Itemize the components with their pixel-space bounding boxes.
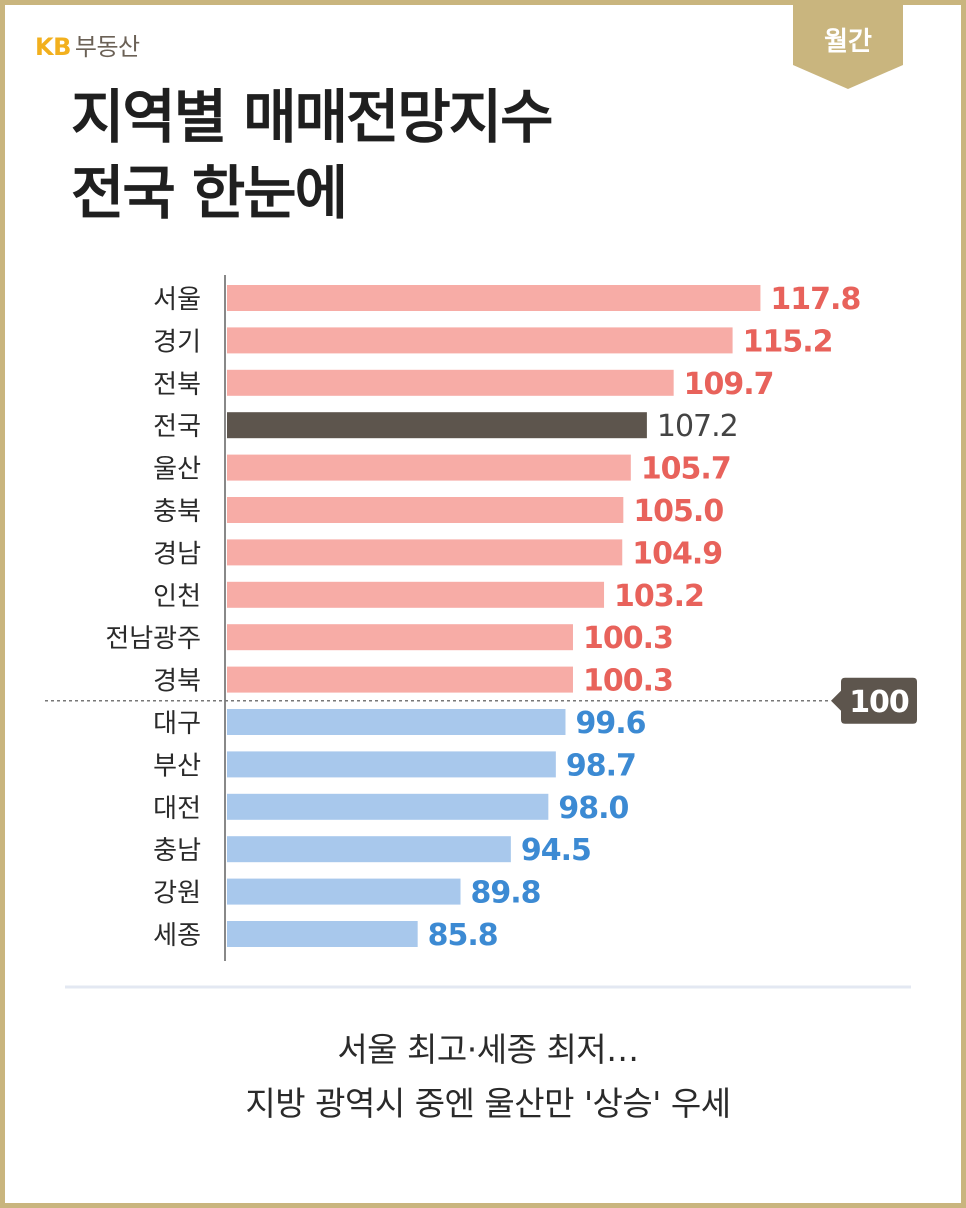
category-label-1: 서울: [153, 285, 201, 315]
value-label-11: 99.6: [575, 706, 645, 741]
bar-6: [227, 497, 624, 523]
category-label-2: 경기: [153, 327, 201, 357]
category-label-10: 경북: [153, 667, 201, 697]
page-title: 지역별 매매전망지수 전국 한눈에: [71, 79, 553, 231]
reference-label: 100: [849, 685, 909, 720]
bar-12: [227, 751, 556, 778]
logo-label: 부동산: [74, 33, 140, 61]
value-label-9: 100.3: [583, 621, 673, 656]
value-label-4: 107.2: [657, 409, 738, 444]
bar-3: [227, 369, 674, 396]
value-label-8: 103.2: [614, 579, 704, 614]
category-label-12: 부산: [153, 751, 201, 781]
category-label-6: 충북: [153, 497, 201, 527]
value-label-16: 85.8: [428, 918, 498, 953]
value-label-1: 117.8: [770, 282, 860, 317]
badge-label: 월간: [824, 27, 872, 57]
kb-real-estate-logo: KB 부동산: [35, 27, 140, 62]
bar-5: [227, 454, 631, 481]
bar-15: [227, 878, 461, 905]
value-label-5: 105.7: [641, 452, 731, 487]
reference-badge: [831, 677, 917, 724]
bar-16: [227, 921, 418, 947]
bar-11: [227, 709, 566, 735]
bar-14: [227, 836, 511, 863]
caption-line-2: 지방 광역시 중엔 울산만 '상승' 우세: [245, 1084, 731, 1123]
logo-kb: KB: [35, 33, 71, 61]
badge-shape: [793, 5, 903, 89]
category-label-13: 대전: [153, 794, 201, 824]
monthly-badge: 월간: [793, 5, 903, 91]
category-label-15: 강원: [153, 879, 201, 909]
category-label-8: 인천: [153, 582, 201, 612]
value-label-10: 100.3: [583, 664, 673, 699]
category-label-16: 세종: [153, 921, 201, 951]
category-label-9: 전남광주: [105, 624, 201, 654]
bar-8: [227, 581, 605, 608]
bar-2: [227, 327, 733, 354]
category-label-11: 대구: [153, 709, 201, 739]
category-label-14: 충남: [153, 836, 201, 866]
category-label-7: 경남: [153, 539, 201, 569]
title-line-2: 전국 한눈에: [71, 159, 348, 227]
category-label-4: 전국: [153, 412, 201, 442]
bar-9: [227, 624, 573, 651]
bar-chart: 서울 117.8 경기 115.2 전북 109.7 전국 107.2 울산 105.7 충북 105…: [45, 275, 917, 989]
value-label-12: 98.7: [566, 748, 636, 783]
bar-4: [227, 412, 647, 439]
value-label-14: 94.5: [521, 833, 591, 868]
category-label-3: 전북: [153, 370, 201, 400]
summary-caption: 서울 최고·세종 최저… 지방 광역시 중엔 울산만 '상승' 우세: [5, 1023, 966, 1131]
bar-7: [227, 539, 623, 566]
value-label-13: 98.0: [558, 791, 628, 826]
bar-1: [227, 285, 761, 311]
caption-line-1: 서울 최고·세종 최저…: [337, 1030, 639, 1069]
value-label-7: 104.9: [632, 536, 722, 571]
bar-13: [227, 793, 549, 820]
category-label-5: 울산: [153, 455, 201, 485]
value-label-2: 115.2: [743, 324, 833, 359]
value-label-15: 89.8: [471, 876, 541, 911]
value-label-3: 109.7: [684, 367, 774, 402]
value-label-6: 105.0: [633, 494, 723, 529]
bar-10: [227, 666, 573, 693]
title-line-1: 지역별 매매전망지수: [71, 83, 553, 151]
